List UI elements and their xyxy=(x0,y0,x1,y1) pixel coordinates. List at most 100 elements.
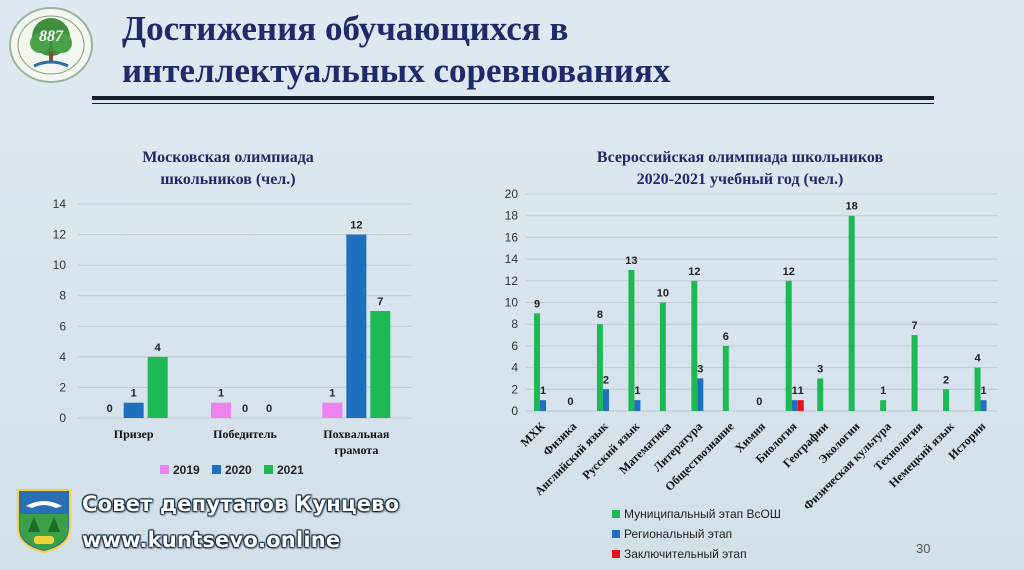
chart2-y-tick: 0 xyxy=(511,404,518,418)
chart1-legend-label: 2019 xyxy=(173,463,200,477)
chart1-value-label: 0 xyxy=(242,403,248,415)
chart2-value-label: 1 xyxy=(880,385,886,397)
chart1-y-tick: 8 xyxy=(59,289,66,303)
chart1-value-label: 1 xyxy=(131,388,137,400)
chart2-value-label: 1 xyxy=(634,385,640,397)
title-divider-thin xyxy=(92,103,934,104)
chart2-bar xyxy=(817,378,824,411)
chart2-y-tick: 6 xyxy=(511,339,518,353)
chart1-value-label: 0 xyxy=(107,403,113,415)
chart2-value-label: 0 xyxy=(567,396,573,408)
logo-text: 887 xyxy=(39,28,64,45)
title-divider xyxy=(92,96,934,100)
moscow-olympiad-chart: Московская олимпиада школьников (чел.) 0 2… xyxy=(53,149,412,477)
council-website[interactable]: www.kuntsevo.online xyxy=(82,528,341,552)
chart2-value-label: 4 xyxy=(974,353,981,365)
page-number: 30 xyxy=(916,541,931,556)
chart1-value-label: 1 xyxy=(329,388,335,400)
chart1-category-label: Призер xyxy=(114,427,154,441)
chart1-bar xyxy=(346,234,367,418)
chart2-bar xyxy=(534,313,540,411)
chart1-category-label: грамота xyxy=(334,443,378,457)
chart2-value-label: 3 xyxy=(817,363,823,375)
chart1-title-line: Московская олимпиада xyxy=(142,149,314,166)
chart1-y-tick: 14 xyxy=(53,197,67,211)
chart1-value-label: 4 xyxy=(155,342,162,354)
chart1-value-label: 12 xyxy=(350,220,362,232)
chart2-title-line: Всероссийская олимпиада школьников xyxy=(597,149,884,166)
chart2-value-label: 1 xyxy=(980,385,986,397)
chart2-y-tick: 2 xyxy=(511,382,518,396)
chart2-bar xyxy=(943,389,950,411)
chart1-y-tick: 2 xyxy=(59,380,66,394)
chart2-title-line: 2020-2021 учебный год (чел.) xyxy=(637,171,844,188)
chart2-value-label: 2 xyxy=(603,374,609,386)
chart2-bar xyxy=(691,280,698,411)
chart1-value-label: 0 xyxy=(266,403,272,415)
chart1-y-tick: 4 xyxy=(59,350,66,364)
school-logo: 887 xyxy=(9,7,93,83)
chart1-bar xyxy=(322,402,343,418)
chart2-value-label: 10 xyxy=(657,288,669,300)
chart2-value-label: 3 xyxy=(697,363,703,375)
chart1-legend-swatch xyxy=(160,465,169,474)
chart2-value-label: 12 xyxy=(783,266,795,278)
kuntsevo-emblem xyxy=(17,489,71,554)
chart2-legend-label: Заключительный этап xyxy=(624,547,747,561)
page-title-line1: Достижения обучающихся в xyxy=(122,9,569,48)
chart2-bar xyxy=(596,324,603,411)
chart2-bar xyxy=(785,280,792,411)
chart1-value-label: 1 xyxy=(218,388,224,400)
chart2-value-label: 12 xyxy=(688,266,700,278)
chart2-bar xyxy=(659,302,666,411)
chart2-y-tick: 18 xyxy=(505,209,519,223)
chart2-value-label: 13 xyxy=(625,255,637,267)
chart2-y-tick: 8 xyxy=(511,317,518,331)
chart2-value-label: 7 xyxy=(912,320,918,332)
chart1-bar xyxy=(123,402,144,418)
chart2-bar xyxy=(911,335,918,411)
chart2-legend-label: Муниципальный этап ВсОШ xyxy=(624,507,781,521)
chart1-y-tick: 12 xyxy=(53,228,67,242)
chart2-bar xyxy=(974,367,981,411)
chart1-y-tick: 10 xyxy=(53,258,67,272)
chart1-bar xyxy=(370,311,391,418)
chart2-value-label: 6 xyxy=(723,331,729,343)
chart2-legend-label: Региональный этап xyxy=(624,527,732,541)
chart2-bar xyxy=(880,400,887,411)
chart2-bar xyxy=(980,400,987,411)
chart2-value-label: 0 xyxy=(756,396,762,408)
chart2-value-label: 1 xyxy=(540,385,546,397)
chart1-y-tick: 0 xyxy=(59,411,66,425)
chart2-legend-swatch xyxy=(612,550,620,558)
chart2-bar xyxy=(697,378,704,411)
chart1-legend-label: 2021 xyxy=(277,463,304,477)
chart2-bar xyxy=(722,345,729,411)
chart2-bar xyxy=(628,269,635,411)
chart2-bar xyxy=(848,215,855,411)
chart2-value-label: 2 xyxy=(943,374,949,386)
chart1-category-label: Похвальная xyxy=(323,427,390,441)
chart2-legend-swatch xyxy=(612,510,620,518)
chart2-legend-swatch xyxy=(612,530,620,538)
chart1-legend-swatch xyxy=(264,465,273,474)
chart1-title-line: школьников (чел.) xyxy=(160,171,295,188)
chart2-value-label: 1 xyxy=(792,385,798,397)
chart2-value-label: 1 xyxy=(798,385,804,397)
chart2-y-tick: 10 xyxy=(505,296,519,310)
chart1-bar xyxy=(147,356,168,418)
chart2-bar xyxy=(797,400,804,411)
council-name: Совет депутатов Кунцево xyxy=(82,492,400,516)
chart1-legend-label: 2020 xyxy=(225,463,252,477)
chart2-y-tick: 20 xyxy=(505,187,519,201)
page-title-line2: интеллектуальных соревнованиях xyxy=(122,51,671,90)
chart2-value-label: 8 xyxy=(597,309,603,321)
chart2-value-label: 18 xyxy=(846,201,858,213)
chart2-value-label: 9 xyxy=(534,298,540,310)
chart2-bar xyxy=(540,400,546,411)
chart2-bar xyxy=(634,400,641,411)
chart2-y-tick: 4 xyxy=(511,361,518,375)
chart1-bar xyxy=(211,402,231,418)
chart1-legend-swatch xyxy=(212,465,221,474)
all-russian-olympiad-chart: Всероссийская олимпиада школьников 2020-2… xyxy=(505,149,998,561)
